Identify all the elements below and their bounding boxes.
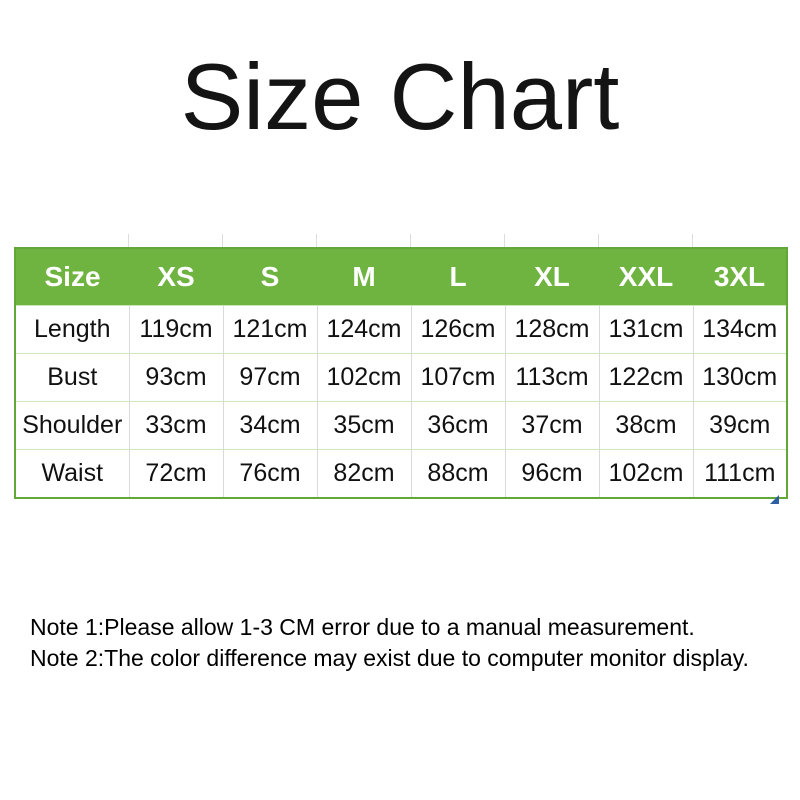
cell: 88cm (410, 449, 505, 498)
cell: 121cm (222, 305, 317, 354)
cell: 107cm (410, 353, 505, 402)
table-row-waist: Waist 72cm 76cm 82cm 88cm 96cm 102cm 111… (15, 449, 787, 498)
cell: 102cm (598, 449, 693, 498)
cell: 113cm (504, 353, 599, 402)
cell: 126cm (410, 305, 505, 354)
row-label: Bust (15, 353, 129, 402)
notes: Note 1:Please allow 1-3 CM error due to … (30, 612, 749, 674)
cell: 102cm (316, 353, 411, 402)
selection-handle-icon (770, 495, 779, 504)
cell: 96cm (504, 449, 599, 498)
header-cell-m: M (317, 248, 411, 306)
gridline-stub (222, 234, 223, 247)
gridline-stub (316, 234, 317, 247)
note-line-1: Note 1:Please allow 1-3 CM error due to … (30, 614, 695, 640)
cell: 122cm (598, 353, 693, 402)
cell: 36cm (410, 401, 505, 450)
header-cell-xl: XL (505, 248, 599, 306)
cell: 131cm (598, 305, 693, 354)
cell: 134cm (692, 305, 787, 354)
cell: 38cm (598, 401, 693, 450)
cell: 37cm (504, 401, 599, 450)
gridline-stub (504, 234, 505, 247)
header-cell-3xl: 3XL (693, 248, 787, 306)
cell: 124cm (316, 305, 411, 354)
note-line-2: Note 2:The color difference may exist du… (30, 645, 749, 671)
table-row-shoulder: Shoulder 33cm 34cm 35cm 36cm 37cm 38cm 3… (15, 401, 787, 450)
cell: 33cm (128, 401, 223, 450)
gridline-stub (692, 234, 693, 247)
cell: 111cm (692, 449, 787, 498)
cell: 72cm (128, 449, 223, 498)
header-cell-xxl: XXL (599, 248, 693, 306)
row-label: Length (15, 305, 129, 354)
page-title: Size Chart (180, 44, 620, 149)
header-cell-l: L (411, 248, 505, 306)
table-row-bust: Bust 93cm 97cm 102cm 107cm 113cm 122cm 1… (15, 353, 787, 402)
row-label: Shoulder (15, 401, 129, 450)
cell: 34cm (222, 401, 317, 450)
gridline-stub (410, 234, 411, 247)
header-cell-s: S (223, 248, 317, 306)
header-cell-size: Size (15, 248, 129, 306)
cell: 97cm (222, 353, 317, 402)
table-header-row: Size XS S M L XL XXL 3XL (15, 248, 787, 306)
cell: 39cm (692, 401, 787, 450)
cell: 119cm (128, 305, 223, 354)
cell: 93cm (128, 353, 223, 402)
table-row-length: Length 119cm 121cm 124cm 126cm 128cm 131… (15, 305, 787, 354)
gridline-stub (598, 234, 599, 247)
cell: 128cm (504, 305, 599, 354)
cell: 82cm (316, 449, 411, 498)
cell: 35cm (316, 401, 411, 450)
cell: 130cm (692, 353, 787, 402)
gridline-stub (128, 234, 129, 247)
row-label: Waist (15, 449, 129, 498)
cell: 76cm (222, 449, 317, 498)
header-cell-xs: XS (129, 248, 223, 306)
size-table: Size XS S M L XL XXL 3XL Length 119cm 12… (14, 247, 788, 499)
